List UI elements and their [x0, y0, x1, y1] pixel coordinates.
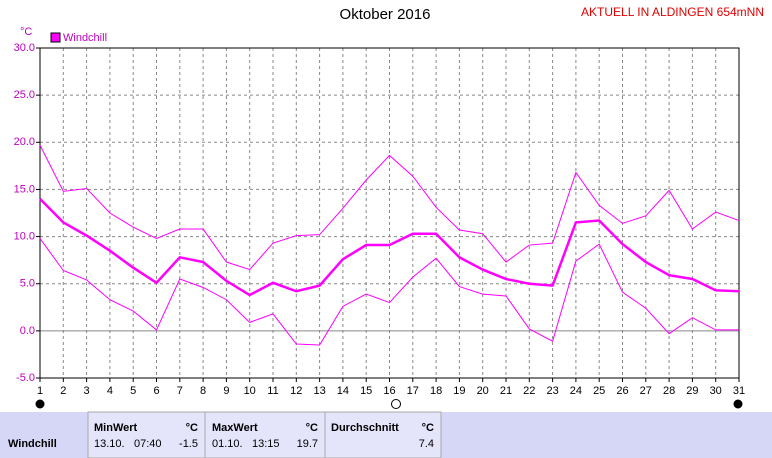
y-tick-label: 20.0	[14, 136, 35, 148]
x-tick-label: 26	[616, 385, 628, 397]
x-tick-label: 22	[523, 385, 535, 397]
x-tick-label: 12	[290, 385, 302, 397]
table-cell-text: -1.5	[179, 438, 198, 450]
station-label: AKTUELL IN ALDINGEN 654mNN	[581, 5, 764, 19]
x-tick-label: 9	[223, 385, 229, 397]
table-cell-text: 19.7	[297, 438, 318, 450]
x-tick-label: 17	[407, 385, 419, 397]
x-tick-label: 23	[546, 385, 558, 397]
x-tick-label: 20	[477, 385, 489, 397]
table-cell-text: 7.4	[419, 438, 434, 450]
table-cell	[204, 411, 326, 458]
table-cell-text: 13.10.	[94, 438, 125, 450]
data-line	[39, 238, 739, 346]
x-tick-label: 13	[313, 385, 325, 397]
x-tick-label: 1	[37, 385, 43, 397]
y-tick-label: 30.0	[14, 42, 35, 54]
x-tick-label: 14	[337, 385, 349, 397]
summary-table: MinWert °C MaxWert °C Durchschnitt °C Wi…	[0, 411, 772, 458]
moon-icon	[733, 399, 743, 409]
x-tick-label: 6	[153, 385, 159, 397]
x-tick-label: 3	[84, 385, 90, 397]
plot-area: 1 2 3 4 5 6 7 8 9 10 11 12 13 14 15 16 17 18 19 20 21 22 23 24 2…	[14, 32, 746, 397]
data-line	[39, 144, 740, 271]
x-tick-label: 15	[360, 385, 372, 397]
y-tick-label: 5.0	[20, 278, 35, 290]
x-tick-label: 30	[710, 385, 722, 397]
x-tick-label: 18	[430, 385, 442, 397]
x-tick-label: 27	[640, 385, 652, 397]
table-header: Durchschnitt	[331, 422, 399, 434]
chart-title: Oktober 2016	[340, 6, 431, 23]
moon-icon	[391, 399, 401, 409]
table-cell	[324, 411, 442, 458]
x-tick-label: 2	[60, 385, 66, 397]
x-tick-label: 21	[500, 385, 512, 397]
x-tick-label: 4	[107, 385, 113, 397]
x-tick-label: 16	[383, 385, 395, 397]
table-cell-text: 01.10.	[212, 438, 243, 450]
table-header: °C	[306, 422, 318, 434]
x-tick-label: 24	[570, 385, 582, 397]
table-cell-text: 13:15	[252, 438, 280, 450]
table-cell	[87, 411, 206, 458]
x-tick-label: 29	[686, 385, 698, 397]
y-tick-label: 15.0	[14, 183, 35, 195]
y-unit: °C	[20, 26, 32, 38]
row-label: Windchill	[8, 438, 57, 450]
x-tick-label: 25	[593, 385, 605, 397]
y-tick-label: 25.0	[14, 89, 35, 101]
x-tick-label: 11	[267, 385, 278, 397]
table-header: °C	[422, 422, 434, 434]
data-line	[39, 197, 740, 297]
x-tick-label: 8	[200, 385, 206, 397]
y-tick-label: 0.0	[20, 325, 35, 337]
table-header: MinWert	[94, 422, 138, 434]
legend-label: Windchill	[63, 32, 107, 44]
plot-frame	[39, 47, 740, 379]
x-tick-label: 5	[130, 385, 136, 397]
x-tick-label: 7	[177, 385, 183, 397]
y-tick-label: -5.0	[16, 372, 35, 384]
x-tick-label: 31	[733, 385, 745, 397]
moon-icon	[35, 399, 45, 409]
table-header: °C	[186, 422, 198, 434]
x-tick-label: 10	[244, 385, 256, 397]
legend-swatch	[50, 32, 61, 43]
y-tick-label: 10.0	[14, 230, 35, 242]
table-cell-text: 07:40	[134, 438, 162, 450]
table-header: MaxWert	[212, 422, 258, 434]
x-tick-label: 19	[453, 385, 465, 397]
x-tick-label: 28	[663, 385, 675, 397]
